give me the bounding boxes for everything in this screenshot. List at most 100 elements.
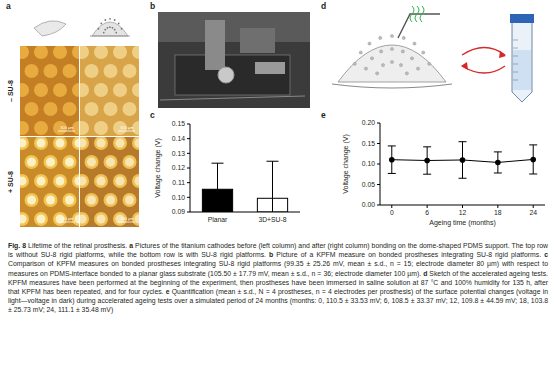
dome-electrode-dot bbox=[114, 19, 116, 21]
electrode bbox=[94, 46, 108, 59]
figure: abcde300 μm300 μm300 μm300 μm– SU-8+ SU-… bbox=[0, 0, 554, 240]
electrode bbox=[63, 102, 77, 116]
electrode bbox=[413, 42, 416, 45]
error-line bbox=[272, 161, 273, 212]
electrode bbox=[113, 46, 127, 59]
electrode bbox=[104, 64, 118, 78]
caption-bold: e bbox=[166, 288, 170, 295]
electrode bbox=[390, 47, 393, 50]
electrode bbox=[379, 36, 382, 39]
electrode-center bbox=[97, 139, 106, 148]
electrode bbox=[104, 102, 118, 116]
dome-electrode-dot bbox=[115, 32, 117, 34]
error-cap bbox=[267, 161, 279, 162]
electrode bbox=[104, 155, 118, 169]
y-tick-label: 0.20 bbox=[362, 119, 375, 126]
holder bbox=[255, 62, 285, 74]
scale-bar-label: 300 μm bbox=[120, 125, 134, 130]
x-tick bbox=[427, 205, 428, 208]
electrode-center bbox=[125, 158, 134, 167]
saline bbox=[513, 50, 531, 90]
electrode-center bbox=[56, 177, 65, 186]
electrode bbox=[353, 62, 356, 65]
electrode-center bbox=[106, 196, 115, 205]
dome-electrode-dot bbox=[104, 19, 106, 21]
electrode bbox=[113, 174, 127, 188]
electrode-center bbox=[135, 177, 140, 186]
electrode-center bbox=[106, 158, 115, 167]
electrode bbox=[132, 174, 139, 188]
microscope-column bbox=[205, 20, 225, 70]
category-label: Planar bbox=[208, 216, 228, 223]
scale-bar-label: 300 μm bbox=[60, 125, 74, 130]
electrode-center bbox=[46, 196, 55, 205]
y-tick-label: 0.00 bbox=[362, 201, 375, 208]
electrode bbox=[94, 212, 108, 226]
caption-bold: d bbox=[423, 270, 427, 277]
chart-c: Planar3D+SU-80.090.100.110.120.130.140.1… bbox=[154, 120, 300, 235]
scale-bar-label: 300 μm bbox=[60, 216, 74, 221]
arrow bbox=[462, 66, 505, 73]
dome-implant-icon bbox=[92, 22, 128, 36]
chart-e: 0.000.050.100.150.2006121824Ageing time … bbox=[342, 119, 545, 227]
error-cap bbox=[459, 141, 467, 142]
error-cap bbox=[423, 146, 431, 147]
panel-label: c bbox=[150, 110, 155, 120]
caption-text: Lifetime of the retinal prosthesis. bbox=[26, 242, 129, 249]
tube-cap bbox=[510, 14, 534, 23]
dome-rim bbox=[90, 36, 130, 37]
error-cap bbox=[494, 172, 502, 173]
tube-graduation bbox=[513, 40, 518, 41]
point bbox=[495, 160, 501, 166]
electrode-center bbox=[80, 215, 87, 224]
x-tick-label: 12 bbox=[459, 209, 467, 216]
dome-electrode-dot bbox=[109, 26, 111, 28]
electrode bbox=[34, 121, 48, 135]
electrode bbox=[80, 212, 89, 226]
x-tick-label: 6 bbox=[425, 209, 429, 216]
caption-text: Picture of a KPFM measure on bonded pros… bbox=[273, 251, 544, 258]
electrode bbox=[44, 155, 58, 169]
electrode bbox=[80, 83, 89, 97]
electrode-center bbox=[125, 196, 134, 205]
panel-label: b bbox=[150, 1, 155, 11]
y-tick-label: 0.11 bbox=[172, 179, 185, 186]
electrode bbox=[34, 174, 48, 188]
y-tick bbox=[187, 124, 190, 125]
dome-electrode-dot bbox=[98, 28, 100, 30]
electrode bbox=[428, 62, 431, 65]
y-axis-label: Voltage change (V) bbox=[154, 138, 162, 198]
panel-a: 300 μm300 μm300 μm300 μm– SU-8+ SU-8 bbox=[7, 18, 156, 227]
electrode bbox=[368, 42, 371, 45]
electrode-center bbox=[80, 177, 87, 186]
error-cap bbox=[494, 151, 502, 152]
error-bar bbox=[212, 163, 224, 212]
electrode bbox=[94, 121, 108, 135]
electrode bbox=[132, 46, 139, 59]
x-tick-label: 0 bbox=[390, 209, 394, 216]
stage bbox=[175, 55, 290, 95]
dome-electrode-dot bbox=[112, 27, 114, 29]
electrode bbox=[34, 46, 48, 59]
electrode bbox=[63, 193, 77, 207]
electrode bbox=[410, 57, 413, 60]
electrode bbox=[123, 155, 137, 169]
arrow bbox=[462, 48, 505, 56]
electrode bbox=[63, 155, 77, 169]
electrode bbox=[85, 193, 99, 207]
electrode bbox=[376, 72, 379, 75]
x-tick-label: 24 bbox=[529, 209, 537, 216]
electrode-center bbox=[56, 139, 65, 148]
dome-electrode-dot bbox=[121, 28, 123, 30]
electrode-center bbox=[116, 177, 125, 186]
electrode-center bbox=[27, 158, 36, 167]
arrow-head bbox=[461, 62, 468, 70]
electrode bbox=[72, 83, 79, 97]
electrode-center bbox=[75, 215, 80, 224]
y-tick-label: 0.14 bbox=[172, 135, 185, 142]
electrode-center bbox=[46, 158, 55, 167]
electrode-center bbox=[80, 139, 87, 148]
y-tick-label: 0.15 bbox=[362, 140, 375, 147]
electrode bbox=[80, 137, 89, 150]
error-cap bbox=[529, 173, 537, 174]
